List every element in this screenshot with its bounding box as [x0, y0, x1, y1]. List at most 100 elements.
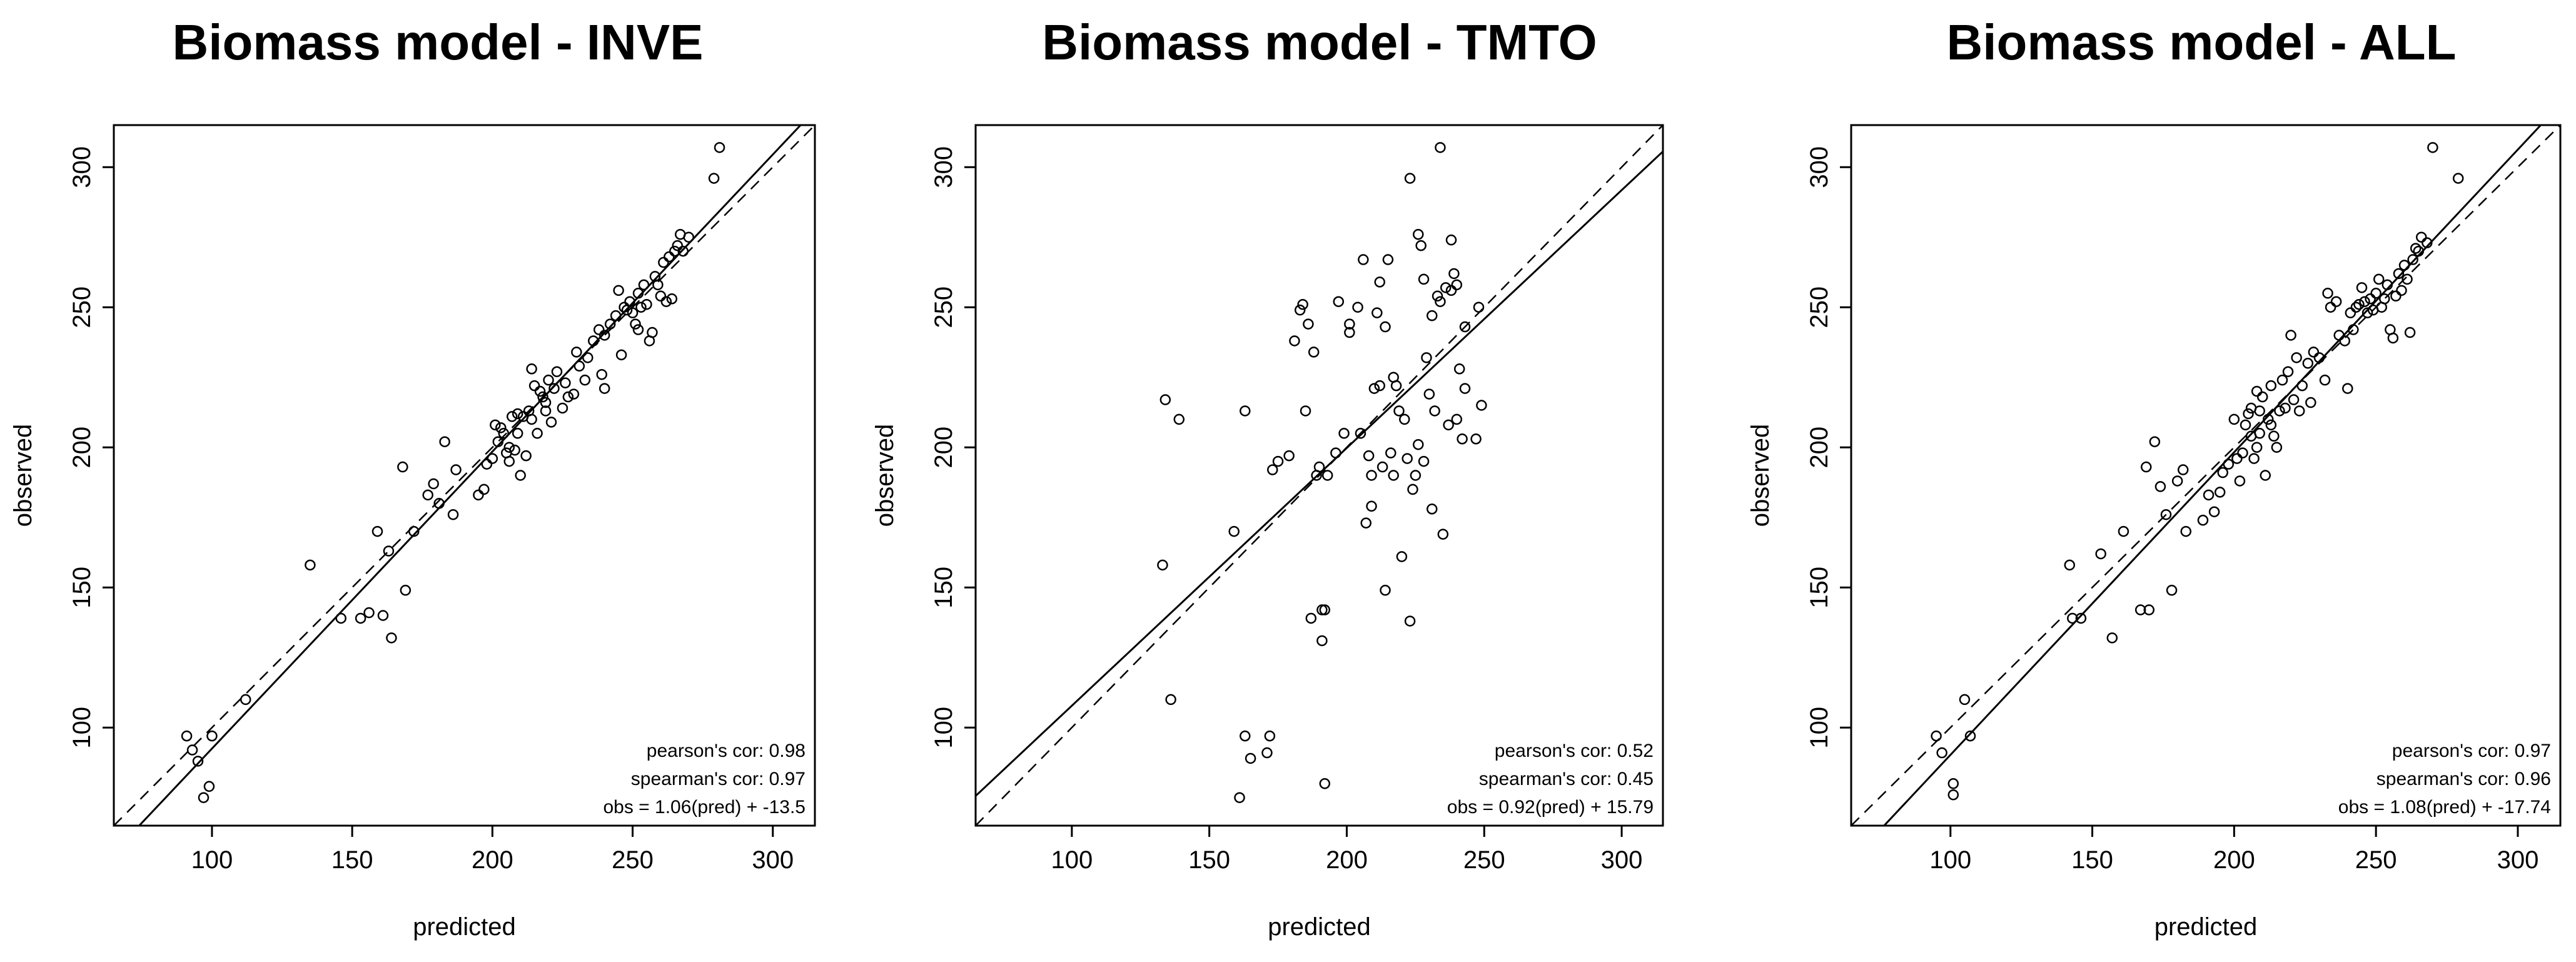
data-point	[669, 245, 680, 257]
data-point	[624, 296, 635, 307]
data-point	[422, 489, 433, 501]
data-point	[2263, 413, 2274, 425]
data-point	[1319, 778, 1331, 789]
data-point	[652, 279, 664, 291]
data-point	[1445, 285, 1457, 296]
data-point	[2106, 632, 2118, 644]
y-tick-label: 300	[68, 146, 96, 188]
data-point	[1476, 400, 1487, 411]
data-point	[512, 408, 523, 420]
data-point	[632, 288, 644, 299]
data-point	[481, 458, 493, 470]
x-axis-label: predicted	[413, 913, 516, 941]
data-point	[2288, 394, 2300, 405]
data-point	[2313, 352, 2325, 363]
data-point	[2293, 405, 2305, 417]
data-point	[492, 436, 504, 447]
data-point	[2223, 458, 2235, 470]
data-point	[1371, 307, 1383, 318]
x-tick-label: 200	[1326, 846, 1368, 874]
data-point	[2330, 296, 2342, 307]
data-point	[635, 301, 647, 313]
y-tick-label: 100	[930, 707, 957, 749]
data-point	[677, 245, 689, 257]
data-point	[664, 251, 675, 263]
data-point	[1368, 383, 1380, 394]
data-point	[490, 419, 501, 431]
data-point	[2254, 405, 2265, 417]
data-point	[2276, 374, 2288, 386]
data-point	[1459, 383, 1471, 394]
data-point	[2422, 237, 2433, 248]
y-tick-label: 300	[1806, 146, 1833, 188]
data-point	[2231, 453, 2243, 464]
data-point	[1402, 453, 1413, 464]
data-point	[1443, 419, 1454, 431]
x-tick-label: 250	[2355, 846, 2397, 874]
data-point	[2180, 525, 2191, 537]
data-point	[560, 377, 571, 388]
data-point	[2333, 330, 2345, 341]
data-point	[537, 391, 548, 403]
data-point	[428, 478, 439, 490]
data-point	[2254, 428, 2265, 439]
data-point	[1404, 615, 1416, 627]
data-point	[2379, 293, 2390, 305]
data-point	[2319, 374, 2331, 386]
x-tick-label: 250	[612, 846, 654, 874]
data-point	[571, 347, 582, 358]
data-point	[1333, 296, 1345, 307]
data-point	[1313, 461, 1325, 473]
data-point	[2390, 290, 2402, 302]
data-point	[1159, 394, 1171, 405]
data-point	[613, 285, 624, 296]
data-point	[1157, 559, 1168, 571]
x-tick-label: 100	[191, 846, 233, 874]
y-axis-label: observed	[1747, 424, 1774, 527]
data-point	[1283, 450, 1295, 462]
data-point	[1173, 413, 1185, 425]
data-point	[1376, 461, 1388, 473]
data-point	[2067, 612, 2078, 624]
data-point	[355, 612, 366, 624]
chart-title: Biomass model - INVE	[172, 14, 703, 70]
data-point	[528, 380, 540, 392]
data-point	[439, 436, 450, 447]
data-point	[1382, 254, 1394, 265]
data-point	[2382, 279, 2393, 291]
data-point	[1413, 228, 1424, 240]
panel-2: Biomass model - TMTO 100 150 200 250 300 100 15…	[871, 14, 1664, 941]
data-point	[2393, 268, 2405, 280]
data-point	[2348, 324, 2359, 335]
data-point	[1366, 500, 1377, 512]
data-point	[2251, 442, 2263, 453]
data-point	[1959, 694, 1971, 706]
data-point	[2149, 436, 2161, 447]
data-point	[506, 411, 518, 422]
data-point	[520, 450, 532, 462]
data-point	[2143, 604, 2155, 615]
data-point	[1445, 234, 1457, 246]
data-point	[1931, 730, 1942, 742]
data-point	[548, 383, 560, 394]
data-point	[540, 397, 552, 408]
x-tick-label: 300	[752, 846, 794, 874]
stats-annotation: obs = 0.92(pred) + 15.79	[1447, 797, 1654, 818]
data-point	[1303, 318, 1314, 330]
data-point	[2308, 347, 2320, 358]
data-point	[1355, 428, 1366, 439]
data-point	[2296, 380, 2308, 392]
data-point	[1358, 254, 1369, 265]
data-point	[2177, 464, 2189, 475]
data-point	[2345, 307, 2356, 318]
data-point	[1459, 321, 1471, 333]
data-point	[2410, 243, 2422, 254]
data-point	[1330, 447, 1341, 458]
data-point	[632, 324, 644, 335]
data-point	[599, 330, 610, 341]
data-point	[198, 792, 210, 803]
data-point	[2234, 475, 2246, 487]
data-point	[562, 391, 574, 403]
data-point	[2237, 447, 2248, 458]
data-point	[2154, 481, 2166, 492]
